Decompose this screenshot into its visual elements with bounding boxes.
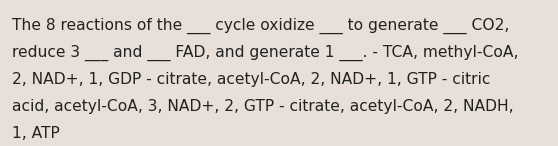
Text: acid, acetyl-CoA, 3, NAD+, 2, GTP - citrate, acetyl-CoA, 2, NADH,: acid, acetyl-CoA, 3, NAD+, 2, GTP - citr… (12, 99, 514, 114)
Text: 1, ATP: 1, ATP (12, 126, 60, 141)
Text: The 8 reactions of the ___ cycle oxidize ___ to generate ___ CO2,: The 8 reactions of the ___ cycle oxidize… (12, 18, 509, 34)
Text: 2, NAD+, 1, GDP - citrate, acetyl-CoA, 2, NAD+, 1, GTP - citric: 2, NAD+, 1, GDP - citrate, acetyl-CoA, 2… (12, 72, 490, 87)
Text: reduce 3 ___ and ___ FAD, and generate 1 ___. - TCA, methyl-CoA,: reduce 3 ___ and ___ FAD, and generate 1… (12, 45, 519, 61)
